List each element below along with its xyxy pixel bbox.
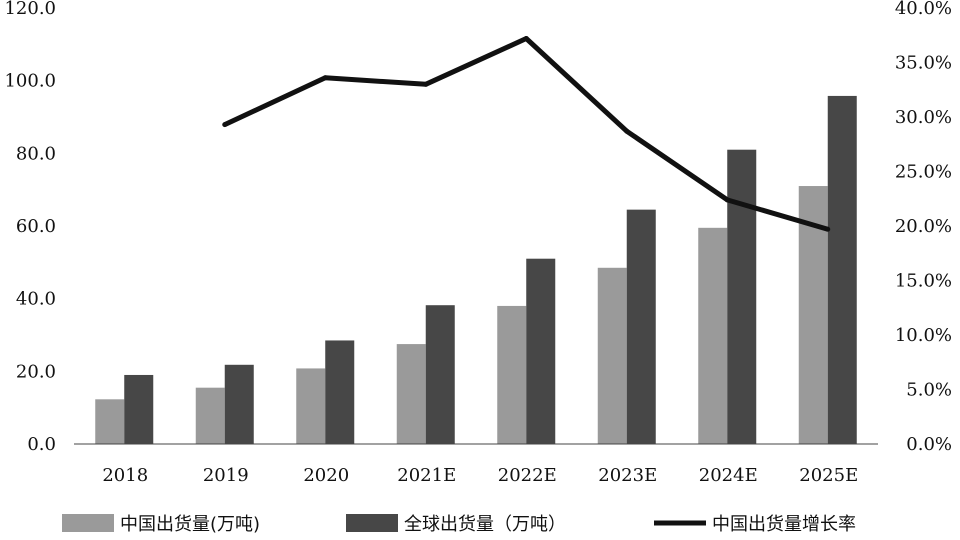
bar-global-2024E — [727, 149, 757, 444]
right-tick-label: 15.0% — [895, 271, 952, 292]
legend-swatch-china — [62, 514, 114, 532]
left-tick-label: 0.0 — [27, 434, 56, 455]
left-tick-label: 60.0 — [16, 216, 56, 237]
growth-point-2025E — [825, 226, 831, 232]
x-axis-ticks: 2018 2019 2020 2021E 2022E 2023E 2024E 2025E — [102, 465, 858, 486]
legend-item-global: 全球出货量（万吨） — [346, 514, 566, 535]
legend: 中国出货量(万吨) 全球出货量（万吨） 中国出货量增长率 — [62, 514, 856, 535]
left-tick-label: 100.0 — [4, 71, 56, 92]
bar-global-2020 — [325, 340, 355, 444]
x-tick-label: 2023E — [598, 465, 657, 486]
bar-china-2020 — [296, 368, 326, 444]
bar-china-2023E — [597, 267, 627, 444]
growth-rate-line — [223, 36, 829, 232]
left-axis-ticks: 0.0 20.0 40.0 60.0 80.0 100.0 120.0 — [4, 0, 56, 455]
growth-point-2022E — [523, 36, 529, 42]
growth-point-2020 — [322, 75, 328, 81]
bar-global-2023E — [626, 209, 656, 444]
growth-point-2021E — [423, 81, 429, 87]
bars-layer — [95, 95, 857, 445]
legend-label-global: 全球出货量（万吨） — [404, 514, 566, 535]
left-tick-label: 40.0 — [16, 289, 56, 310]
left-tick-label: 120.0 — [4, 0, 56, 19]
x-tick-label: 2025E — [799, 465, 858, 486]
legend-swatch-global — [346, 514, 398, 532]
bar-global-2018 — [124, 374, 154, 444]
growth-point-2023E — [624, 128, 630, 134]
bar-global-2021E — [425, 305, 455, 444]
x-tick-label: 2021E — [397, 465, 456, 486]
legend-item-growth: 中国出货量增长率 — [654, 514, 856, 535]
x-tick-label: 2020 — [303, 465, 349, 486]
right-tick-label: 35.0% — [895, 53, 952, 74]
right-tick-label: 20.0% — [895, 216, 952, 237]
right-tick-label: 5.0% — [906, 380, 952, 401]
right-tick-label: 10.0% — [895, 325, 952, 346]
growth-line-layer — [222, 36, 831, 232]
right-tick-label: 30.0% — [895, 107, 952, 128]
x-tick-label: 2018 — [102, 465, 148, 486]
right-tick-label: 25.0% — [895, 162, 952, 183]
legend-label-china: 中国出货量(万吨) — [120, 514, 260, 535]
legend-item-china: 中国出货量(万吨) — [62, 514, 260, 535]
bar-china-2019 — [195, 387, 225, 444]
growth-point-2024E — [724, 197, 730, 203]
growth-point-2019 — [222, 122, 228, 128]
bar-china-2021E — [396, 344, 426, 444]
left-tick-label: 80.0 — [16, 143, 56, 164]
right-axis-ticks: 0.0% 5.0% 10.0% 15.0% 20.0% 25.0% 30.0% 35.0% 40… — [895, 0, 952, 455]
right-tick-label: 40.0% — [895, 0, 952, 19]
bar-china-2018 — [95, 399, 125, 444]
x-tick-label: 2024E — [699, 465, 758, 486]
bar-china-2024E — [698, 227, 728, 444]
bar-global-2019 — [224, 364, 254, 444]
right-tick-label: 0.0% — [906, 434, 952, 455]
bar-global-2025E — [827, 95, 857, 444]
bar-global-2022E — [526, 258, 556, 444]
bar-china-2022E — [497, 305, 527, 444]
left-tick-label: 20.0 — [16, 361, 56, 382]
legend-label-growth: 中国出货量增长率 — [712, 514, 856, 535]
x-tick-label: 2022E — [498, 465, 557, 486]
x-tick-label: 2019 — [203, 465, 249, 486]
